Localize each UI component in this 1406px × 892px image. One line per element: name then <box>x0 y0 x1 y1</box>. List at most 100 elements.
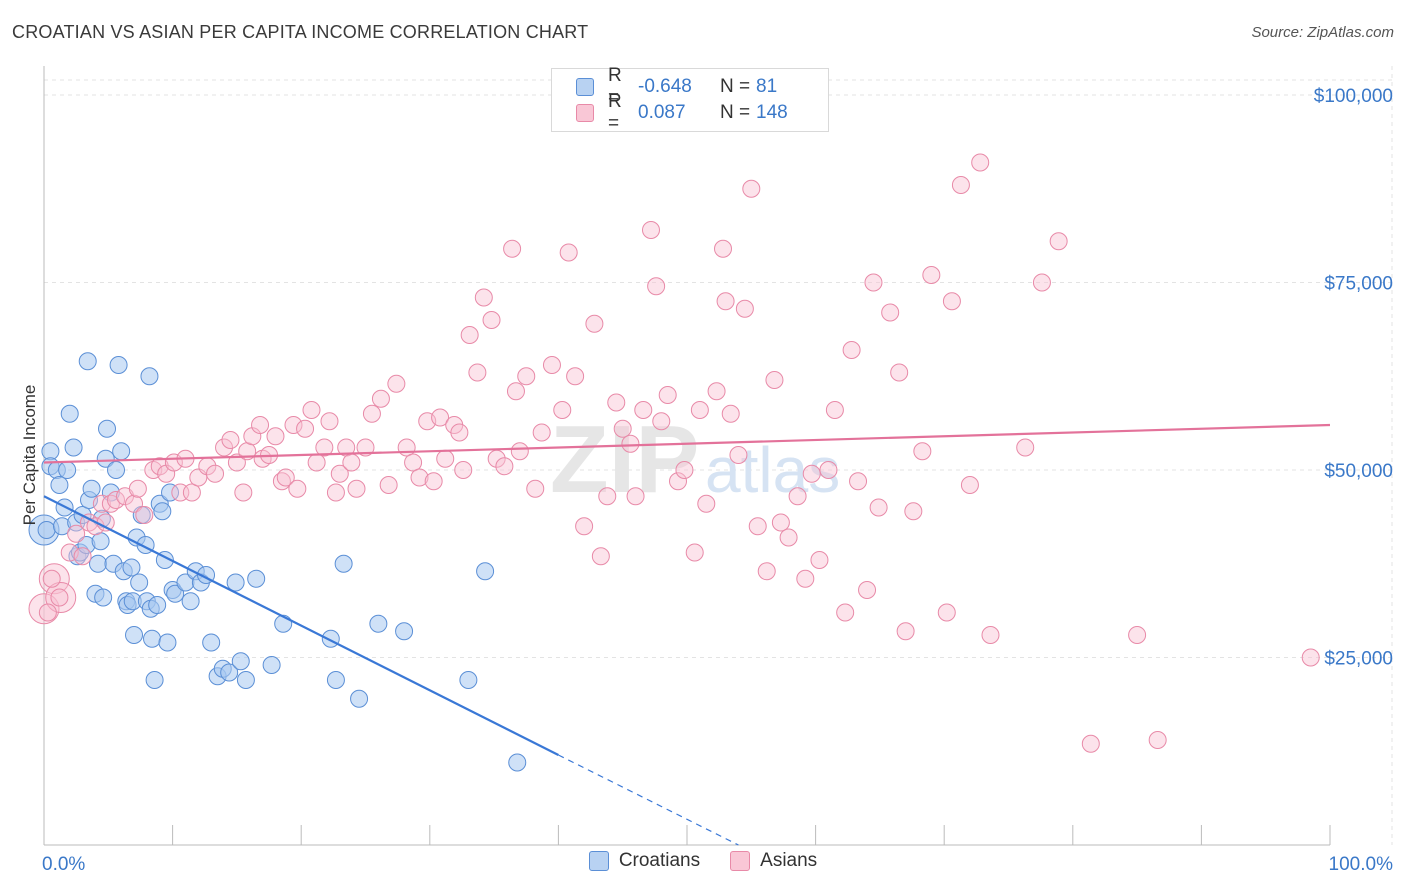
croatians-point <box>350 689 369 708</box>
asians-point <box>450 423 469 442</box>
legend-r-value: 0.087 <box>638 102 686 123</box>
asians-point <box>474 288 493 307</box>
asians-point <box>92 494 111 513</box>
asians-point <box>356 438 375 457</box>
croatians-trend-extension <box>558 754 739 846</box>
asians-point <box>757 562 776 581</box>
grid-lines <box>44 66 1393 845</box>
asians-point <box>510 442 529 461</box>
croatians-point <box>122 558 141 577</box>
asians-point <box>38 603 57 622</box>
legend-item-croatians[interactable]: Croatians <box>588 850 700 872</box>
asians-point <box>714 239 733 258</box>
asians-point <box>397 438 416 457</box>
croatians-point <box>50 476 69 494</box>
y-tick-label: $50,000 <box>1324 461 1393 482</box>
watermark-zip: ZIP <box>550 406 699 513</box>
y-axis-title: Per Capita Income <box>20 384 39 526</box>
asians-point <box>1301 648 1320 667</box>
croatians-point <box>247 569 266 588</box>
asians-point <box>302 401 321 419</box>
asians-point <box>288 479 307 498</box>
asians-point <box>379 476 398 494</box>
asians-point <box>716 292 735 311</box>
asians-point <box>685 543 704 562</box>
series-legend: Croatians Asians <box>0 850 1406 872</box>
asians-point <box>431 408 450 427</box>
asians-point <box>107 491 126 509</box>
stats-legend: R = -0.648 N = 81 R = 0.087 N = 148 <box>551 65 829 134</box>
legend-n-label: N = <box>720 102 751 123</box>
asians-point <box>641 221 660 239</box>
asians-point <box>658 386 677 404</box>
asians-point <box>436 449 455 468</box>
asians-point <box>1032 273 1051 292</box>
croatians-swatch <box>576 78 594 96</box>
asians-point <box>690 401 709 419</box>
croatians-point <box>78 352 97 371</box>
croatians-point <box>236 671 255 689</box>
asians-point <box>836 603 855 622</box>
asians-point <box>73 547 92 566</box>
asians-point <box>135 506 154 524</box>
asians-trend-line <box>43 423 1331 464</box>
asians-point <box>735 299 754 318</box>
asians-swatch <box>576 104 594 122</box>
asians-point <box>721 404 740 423</box>
asians-point <box>495 457 514 476</box>
croatians-point <box>226 573 245 592</box>
asians-point <box>42 569 61 588</box>
croatians-point <box>107 461 126 479</box>
croatians-point <box>89 554 108 573</box>
asians-point <box>788 487 807 506</box>
asians-point <box>937 603 956 622</box>
asians-point <box>802 464 821 483</box>
asians-point <box>819 461 838 479</box>
asians-point <box>1016 438 1035 457</box>
asians-point <box>981 626 1000 644</box>
asians-point <box>67 524 86 543</box>
croatians-point <box>161 483 180 502</box>
croatians-point <box>82 479 101 498</box>
asians-point <box>675 461 694 479</box>
croatians-point <box>202 633 221 652</box>
asians-point <box>410 468 429 487</box>
asians-point <box>890 363 909 382</box>
croatians-point <box>395 622 414 641</box>
croatians-point <box>158 633 177 652</box>
watermark-atlas: atlas <box>705 434 840 506</box>
asians-point <box>50 588 69 607</box>
asians-point <box>182 483 201 502</box>
asians-point <box>634 401 653 419</box>
asians-point <box>942 292 961 311</box>
asians-point <box>454 461 473 479</box>
croatians-point <box>109 356 128 374</box>
asians-point <box>387 374 406 393</box>
croatians-point <box>153 502 172 521</box>
asians-point <box>896 622 915 641</box>
chart-title: CROATIAN VS ASIAN PER CAPITA INCOME CORR… <box>12 22 589 42</box>
croatians-point <box>369 614 388 633</box>
croatians-point <box>41 442 60 461</box>
asians-point <box>1081 734 1100 753</box>
asians-point <box>460 326 479 344</box>
legend-item-asians[interactable]: Asians <box>730 850 817 872</box>
asians-point <box>482 311 501 329</box>
croatians-point <box>91 532 110 551</box>
asians-point <box>951 176 970 194</box>
asians-point <box>904 502 923 521</box>
asians-point <box>960 476 979 494</box>
asians-point <box>575 517 594 536</box>
croatians-point <box>166 584 185 603</box>
asians-point <box>215 438 234 457</box>
legend-r-label: R = <box>608 91 622 134</box>
asians-point <box>307 453 326 472</box>
croatians-point <box>181 592 200 611</box>
trend-lines <box>43 423 1331 846</box>
asians-point <box>315 438 334 457</box>
asians-point <box>503 239 522 258</box>
asians-point <box>342 453 361 472</box>
croatians-point <box>37 521 56 539</box>
asians-point <box>613 419 632 438</box>
asians-point <box>347 479 366 498</box>
